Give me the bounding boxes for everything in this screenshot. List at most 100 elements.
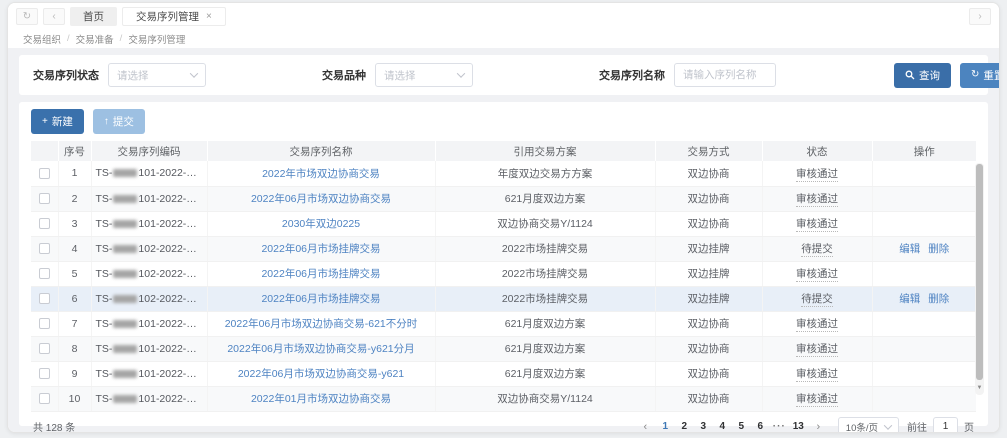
page-button-1[interactable]: 1 [656, 417, 675, 432]
sequence-name-link[interactable]: 2022年06月市场双边协商交易-621不分时 [224, 318, 418, 330]
prev-page-icon[interactable]: ‹ [636, 417, 655, 433]
column-header-6: 操作 [871, 141, 976, 161]
page-button-2[interactable]: 2 [675, 417, 694, 432]
table-row: 5 TS- 102-2022-7959 2022年06月市场挂牌交易 2022市场挂牌交… [31, 261, 976, 287]
submit-button[interactable]: ↑ 提交 [92, 109, 145, 134]
redacted-code-segment [113, 294, 138, 303]
new-button-label: 新建 [51, 116, 73, 128]
checkbox-cell [31, 311, 59, 337]
search-button[interactable]: 查询 [894, 62, 951, 88]
plan-cell: 621月度双边方案 [435, 336, 656, 362]
delete-link[interactable]: 删除 [928, 293, 950, 305]
next-page-icon[interactable]: › [809, 417, 828, 433]
row-index: 6 [58, 286, 92, 312]
redacted-code-segment [113, 344, 138, 353]
close-icon[interactable]: × [206, 10, 212, 22]
actions-cell [872, 361, 976, 387]
page-button-4[interactable]: 4 [713, 417, 732, 432]
table-scrollbar[interactable]: ▼ [975, 163, 984, 395]
method-cell: 双边协商 [655, 161, 763, 187]
checkbox-cell [31, 186, 59, 212]
page-button-13[interactable]: 13 [789, 417, 808, 432]
plus-circle-icon: + [42, 115, 48, 127]
forward-icon[interactable]: › [969, 7, 991, 25]
sequence-name-link[interactable]: 2022年市场双边协商交易 [262, 167, 380, 180]
new-button[interactable]: + 新建 [31, 109, 84, 134]
reset-button[interactable]: ↻ 重置 [960, 62, 999, 88]
row-checkbox[interactable] [38, 393, 50, 405]
row-checkbox[interactable] [38, 343, 50, 355]
redacted-code-segment [113, 244, 138, 253]
scrollbar-thumb[interactable] [976, 164, 983, 380]
sequence-name-cell: 2022年06月市场双边协商交易-y621 [207, 361, 436, 387]
status-cell: 审核通过 [762, 311, 873, 337]
name-filter-label: 交易序列名称 [599, 70, 665, 82]
back-icon[interactable]: ‹ [43, 7, 65, 25]
row-checkbox[interactable] [38, 218, 50, 230]
row-checkbox[interactable] [38, 318, 50, 330]
sequence-name-input[interactable] [674, 63, 776, 87]
edit-link[interactable]: 编辑 [899, 293, 921, 305]
sequence-code: TS- 101-2022-7948 [91, 361, 208, 387]
redacted-code-segment [113, 194, 138, 203]
checkbox-cell [31, 361, 59, 387]
table-header: 序号 交易序列编码 交易序列名称 引用交易方案 交易方式 状态 操作 [31, 141, 976, 161]
row-checkbox[interactable] [38, 243, 50, 255]
redacted-code-segment [113, 169, 138, 178]
status-cell: 审核通过 [762, 211, 873, 237]
variety-select[interactable]: 请选择 [375, 63, 473, 87]
sequence-name-link[interactable]: 2030年双边0225 [281, 218, 361, 230]
row-index: 9 [58, 361, 92, 387]
method-cell: 双边协商 [655, 186, 763, 212]
sequence-name-link[interactable]: 2022年06月市场双边协商交易-y621 [237, 368, 405, 380]
row-checkbox[interactable] [38, 167, 50, 179]
page-size-value: 10条/页 [845, 422, 878, 433]
refresh-icon[interactable]: ↻ [16, 7, 38, 25]
sequence-name-link[interactable]: 2022年06月市场挂牌交易 [261, 243, 381, 255]
delete-link[interactable]: 删除 [928, 243, 950, 255]
breadcrumb-item-current: 交易序列管理 [128, 34, 186, 46]
row-checkbox[interactable] [38, 193, 50, 205]
row-checkbox[interactable] [38, 368, 50, 380]
sequence-name-link[interactable]: 2022年06月市场双边协商交易 [250, 193, 392, 205]
total-count: 共 128 条 [33, 423, 76, 433]
sequence-name-cell: 2022年06月市场挂牌交易 [207, 236, 436, 262]
status-select[interactable]: 请选择 [108, 63, 206, 87]
status-badge: 审核通过 [796, 393, 838, 407]
row-index: 10 [58, 386, 92, 412]
sequence-name-cell: 2022年06月市场双边协商交易-y621分月 [207, 336, 436, 362]
sequence-name-link[interactable]: 2022年01月市场双边协商交易 [250, 393, 392, 405]
row-checkbox[interactable] [38, 268, 50, 280]
breadcrumb-item-org[interactable]: 交易组织 [23, 34, 62, 46]
row-checkbox[interactable] [38, 293, 50, 305]
pagination-ellipsis[interactable]: ··· [770, 417, 789, 432]
method-cell: 双边挂牌 [655, 261, 763, 287]
status-cell: 待提交 [762, 286, 873, 312]
tab-home[interactable]: 首页 [70, 6, 117, 26]
page-size-select[interactable]: 10条/页 [837, 416, 899, 433]
tab-trade-sequence[interactable]: 交易序列管理 × [122, 6, 226, 26]
method-cell: 双边协商 [655, 386, 763, 412]
sequence-name-link[interactable]: 2022年06月市场挂牌交易 [261, 293, 381, 305]
sequence-code: TS- 101-2022-8096 [91, 161, 208, 187]
sequence-name-cell: 2022年市场双边协商交易 [207, 161, 436, 187]
goto-page-input[interactable] [933, 416, 958, 432]
filter-name-group: 交易序列名称 [599, 63, 776, 87]
sequence-name-link[interactable]: 2022年06月市场双边协商交易-y621分月 [227, 343, 415, 355]
edit-link[interactable]: 编辑 [899, 243, 921, 255]
breadcrumb-item-prepare[interactable]: 交易准备 [75, 34, 114, 46]
breadcrumb-separator: / [67, 33, 70, 44]
scrollbar-down-arrow[interactable]: ▼ [976, 385, 983, 391]
page-button-3[interactable]: 3 [694, 417, 713, 432]
method-cell: 双边挂牌 [655, 236, 763, 262]
page-button-6[interactable]: 6 [751, 417, 770, 432]
plan-cell: 2022市场挂牌交易 [435, 261, 656, 287]
page-button-5[interactable]: 5 [732, 417, 751, 432]
status-badge: 审核通过 [796, 268, 838, 282]
status-badge: 待提交 [801, 293, 833, 307]
actions-cell [872, 336, 976, 362]
sequence-name-link[interactable]: 2022年06月市场挂牌交易 [261, 268, 381, 280]
status-badge: 审核通过 [796, 218, 838, 232]
column-header-3: 引用交易方案 [434, 141, 655, 161]
